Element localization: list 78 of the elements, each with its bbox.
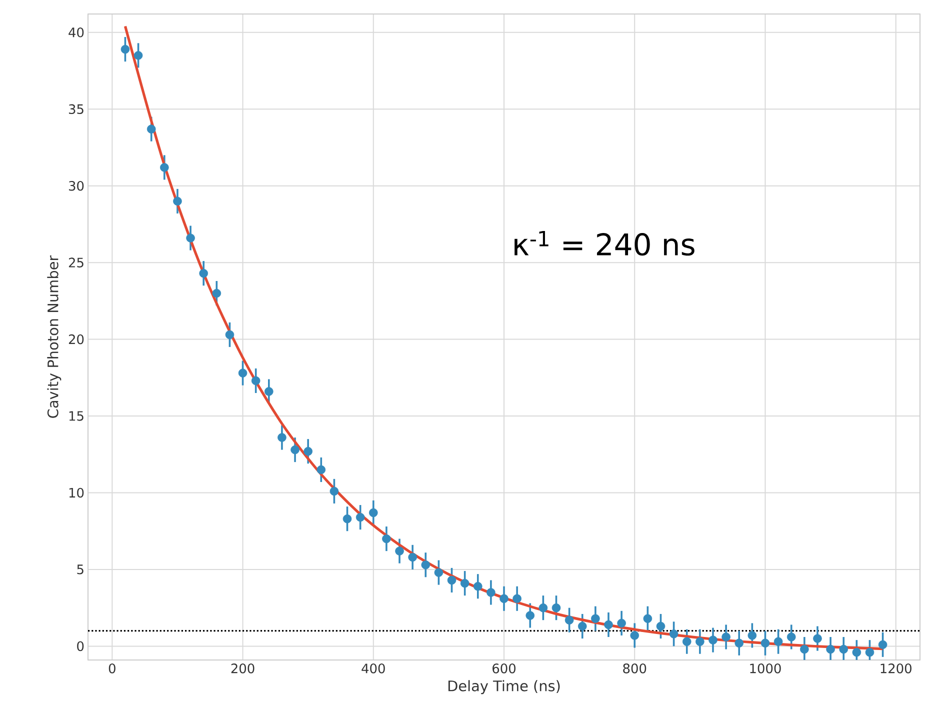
point (434, 568, 444, 577)
point (447, 576, 456, 585)
point (278, 433, 286, 442)
point (538, 603, 548, 612)
point (316, 465, 326, 474)
y-tick-label: 25 (68, 258, 84, 268)
x-tick-label: 1000 (750, 664, 781, 674)
point (774, 637, 783, 646)
point (330, 486, 339, 496)
point (500, 594, 508, 604)
point (748, 631, 757, 640)
point (722, 632, 730, 642)
point (356, 512, 365, 522)
point (212, 288, 222, 298)
point (564, 616, 574, 625)
point (264, 387, 274, 396)
y-tick-label: 5 (77, 564, 84, 574)
annotation: κ$^{-1}$ = 240 ns (514, 230, 694, 256)
point (734, 638, 744, 648)
point (656, 622, 666, 631)
x-tick-label: 800 (623, 664, 646, 674)
point (512, 594, 522, 604)
point (173, 196, 182, 206)
y-tick-label: 15 (69, 411, 84, 421)
point (865, 648, 874, 657)
point (368, 508, 378, 518)
point (408, 552, 417, 562)
point (382, 534, 391, 544)
point (395, 546, 404, 556)
point (852, 648, 862, 657)
point (473, 582, 482, 591)
x-tick-label: 0 (108, 664, 116, 674)
x-tick-label: 400 (362, 664, 385, 674)
point (186, 234, 195, 242)
point (591, 614, 600, 623)
point (421, 560, 430, 570)
point (578, 622, 587, 631)
point (526, 611, 535, 620)
point (342, 514, 352, 524)
point (826, 644, 835, 654)
point (760, 638, 770, 648)
point (643, 614, 652, 623)
point (552, 603, 561, 612)
point (878, 640, 888, 650)
y-tick-label: 20 (68, 334, 84, 344)
point (682, 637, 692, 646)
y-tick-label: 30 (68, 180, 84, 191)
y-tick-label: 40 (68, 28, 84, 38)
point (134, 51, 143, 60)
point (146, 124, 156, 134)
point (839, 644, 848, 654)
point (160, 163, 169, 172)
point (669, 630, 678, 638)
point (251, 376, 260, 386)
point (617, 618, 626, 628)
y-tick-label: 0 (77, 641, 84, 652)
x-axis-title: Delay Time (ns) (448, 680, 560, 694)
y-axis-title: Cavity Photon Number (47, 255, 62, 418)
point (304, 446, 312, 456)
point (238, 368, 248, 378)
y-tick-label: 10 (69, 488, 84, 498)
x-tick-label: 1200 (880, 664, 912, 674)
point (800, 644, 809, 654)
point (813, 634, 822, 643)
point (696, 637, 704, 646)
point (708, 636, 718, 644)
point (630, 631, 640, 640)
x-tick-label: 200 (231, 664, 254, 674)
point (225, 330, 234, 340)
point (199, 268, 208, 278)
point (290, 445, 300, 454)
point (460, 578, 470, 588)
point (486, 588, 496, 597)
point (604, 620, 613, 630)
point (120, 44, 130, 54)
x-tick-label: 600 (492, 664, 516, 674)
point (786, 632, 796, 642)
y-tick-label: 35 (68, 104, 84, 114)
